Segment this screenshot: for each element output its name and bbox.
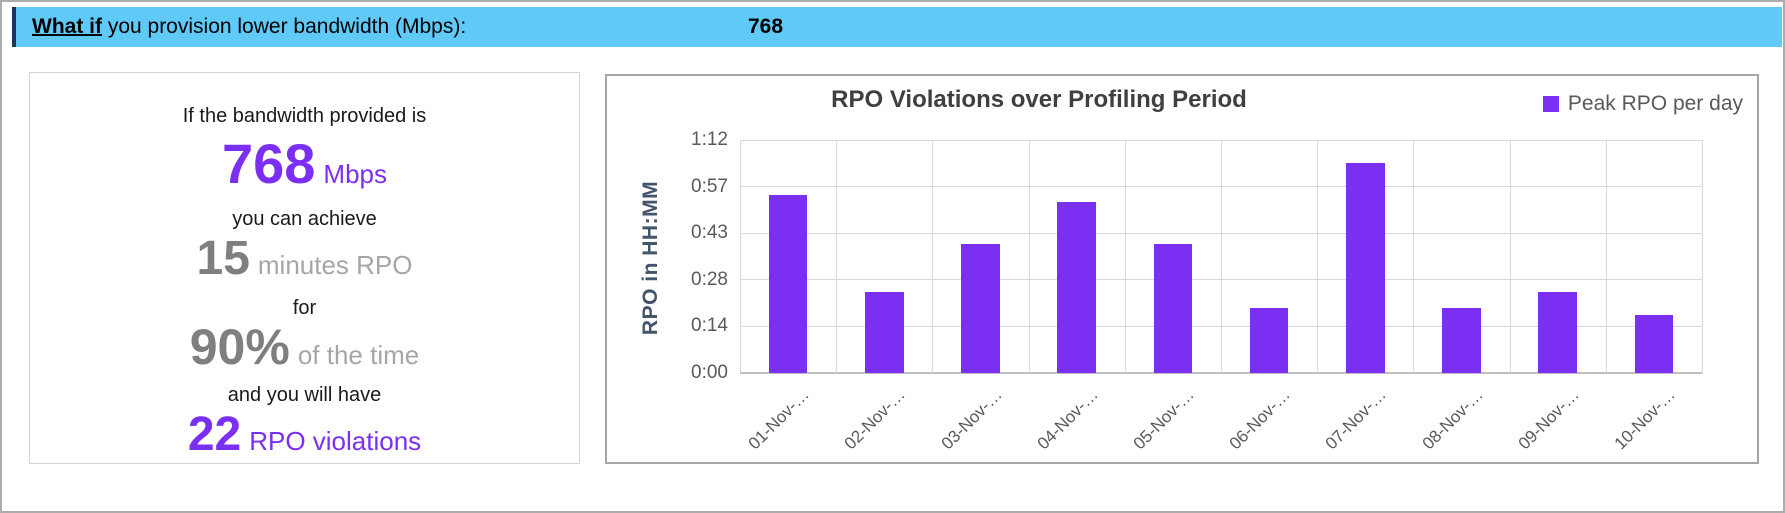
gridline [1413, 140, 1415, 373]
gridline [1605, 140, 1607, 373]
what-if-question: you provision lower bandwidth (Mbps): [101, 15, 467, 38]
bar-03-Nov-[interactable] [961, 243, 1000, 373]
x-axis-label: 04-Nov-… [1033, 385, 1102, 454]
y-tick-label: 1:12 [691, 129, 728, 150]
x-axis-line [740, 372, 1702, 374]
violations-stat: 22 RPO violations [30, 411, 579, 459]
bar-10-Nov-[interactable] [1634, 314, 1674, 373]
bandwidth-unit: Mbps [323, 159, 387, 189]
gridline [1124, 140, 1126, 373]
x-axis-label: 02-Nov-… [841, 385, 910, 454]
bar-05-Nov-[interactable] [1153, 243, 1193, 373]
rpo-minutes-value: 15 [196, 232, 250, 285]
bar-08-Nov-[interactable] [1442, 308, 1481, 373]
gridline [932, 140, 934, 373]
bandwidth-input-value[interactable]: 768 [748, 15, 784, 38]
achieve-text: you can achieve [232, 208, 377, 230]
gridline [740, 140, 741, 373]
percent-value: 90% [189, 319, 290, 375]
gridline [1702, 140, 1703, 373]
percent-stat: 90% of the time [30, 322, 579, 372]
bar-04-Nov-[interactable] [1057, 201, 1096, 373]
violations-unit: RPO violations [249, 426, 422, 456]
what-if-bar: What if you provision lower bandwidth (M… [12, 7, 1782, 47]
gridline [1221, 140, 1222, 373]
chart-legend[interactable]: Peak RPO per day [1542, 92, 1743, 116]
x-axis-label: 06-Nov-… [1225, 385, 1295, 454]
rpo-violations-chart-panel: RPO Violations over Profiling Period Pea… [605, 74, 1759, 464]
y-tick-label: 0:28 [691, 268, 728, 290]
y-axis-title: RPO in HH:MM [639, 180, 662, 336]
plot-area [740, 139, 1703, 374]
x-axis-label: 08-Nov-… [1418, 385, 1487, 454]
summary-intro-text: If the bandwidth provided is [182, 105, 427, 127]
legend-label: Peak RPO per day [1567, 92, 1743, 115]
bar-06-Nov-[interactable] [1249, 308, 1289, 373]
x-axis-label: 01-Nov-… [744, 385, 814, 454]
y-tick-label: 0:14 [691, 315, 728, 337]
chart-title: RPO Violations over Profiling Period [831, 86, 1247, 113]
gridline [1028, 140, 1030, 373]
bar-07-Nov-[interactable] [1346, 162, 1385, 373]
x-axis-label: 07-Nov-… [1322, 385, 1391, 454]
bar-01-Nov-[interactable] [768, 195, 808, 373]
legend-swatch-icon [1542, 96, 1559, 112]
x-axis-label: 10-Nov-… [1610, 385, 1679, 454]
gridline [1509, 140, 1511, 373]
x-axis-label: 03-Nov-… [937, 385, 1006, 454]
bandwidth-value: 768 [221, 132, 316, 195]
rpo-stat: 15 minutes RPO [30, 235, 579, 283]
have-text: and you will have [227, 384, 382, 406]
y-tick-label: 0:00 [691, 362, 728, 383]
x-axis-label: 09-Nov-… [1514, 385, 1583, 454]
bar-02-Nov-[interactable] [865, 292, 904, 373]
what-if-label: What if you provision lower bandwidth (M… [32, 15, 466, 39]
bandwidth-stat: 768 Mbps [30, 136, 579, 192]
y-tick-label: 0:43 [691, 222, 728, 244]
gridline [836, 140, 838, 373]
for-text: for [292, 297, 317, 319]
x-axis-label: 05-Nov-… [1129, 385, 1198, 454]
gridline [1317, 140, 1319, 373]
summary-panel: If the bandwidth provided is 768 Mbps you… [29, 72, 580, 464]
percent-unit: of the time [297, 340, 420, 370]
violations-value: 22 [187, 408, 242, 461]
bar-09-Nov-[interactable] [1538, 292, 1577, 373]
y-tick-label: 0:57 [691, 175, 728, 197]
rpo-minutes-unit: minutes RPO [257, 250, 413, 280]
what-if-keyword: What if [32, 15, 102, 38]
